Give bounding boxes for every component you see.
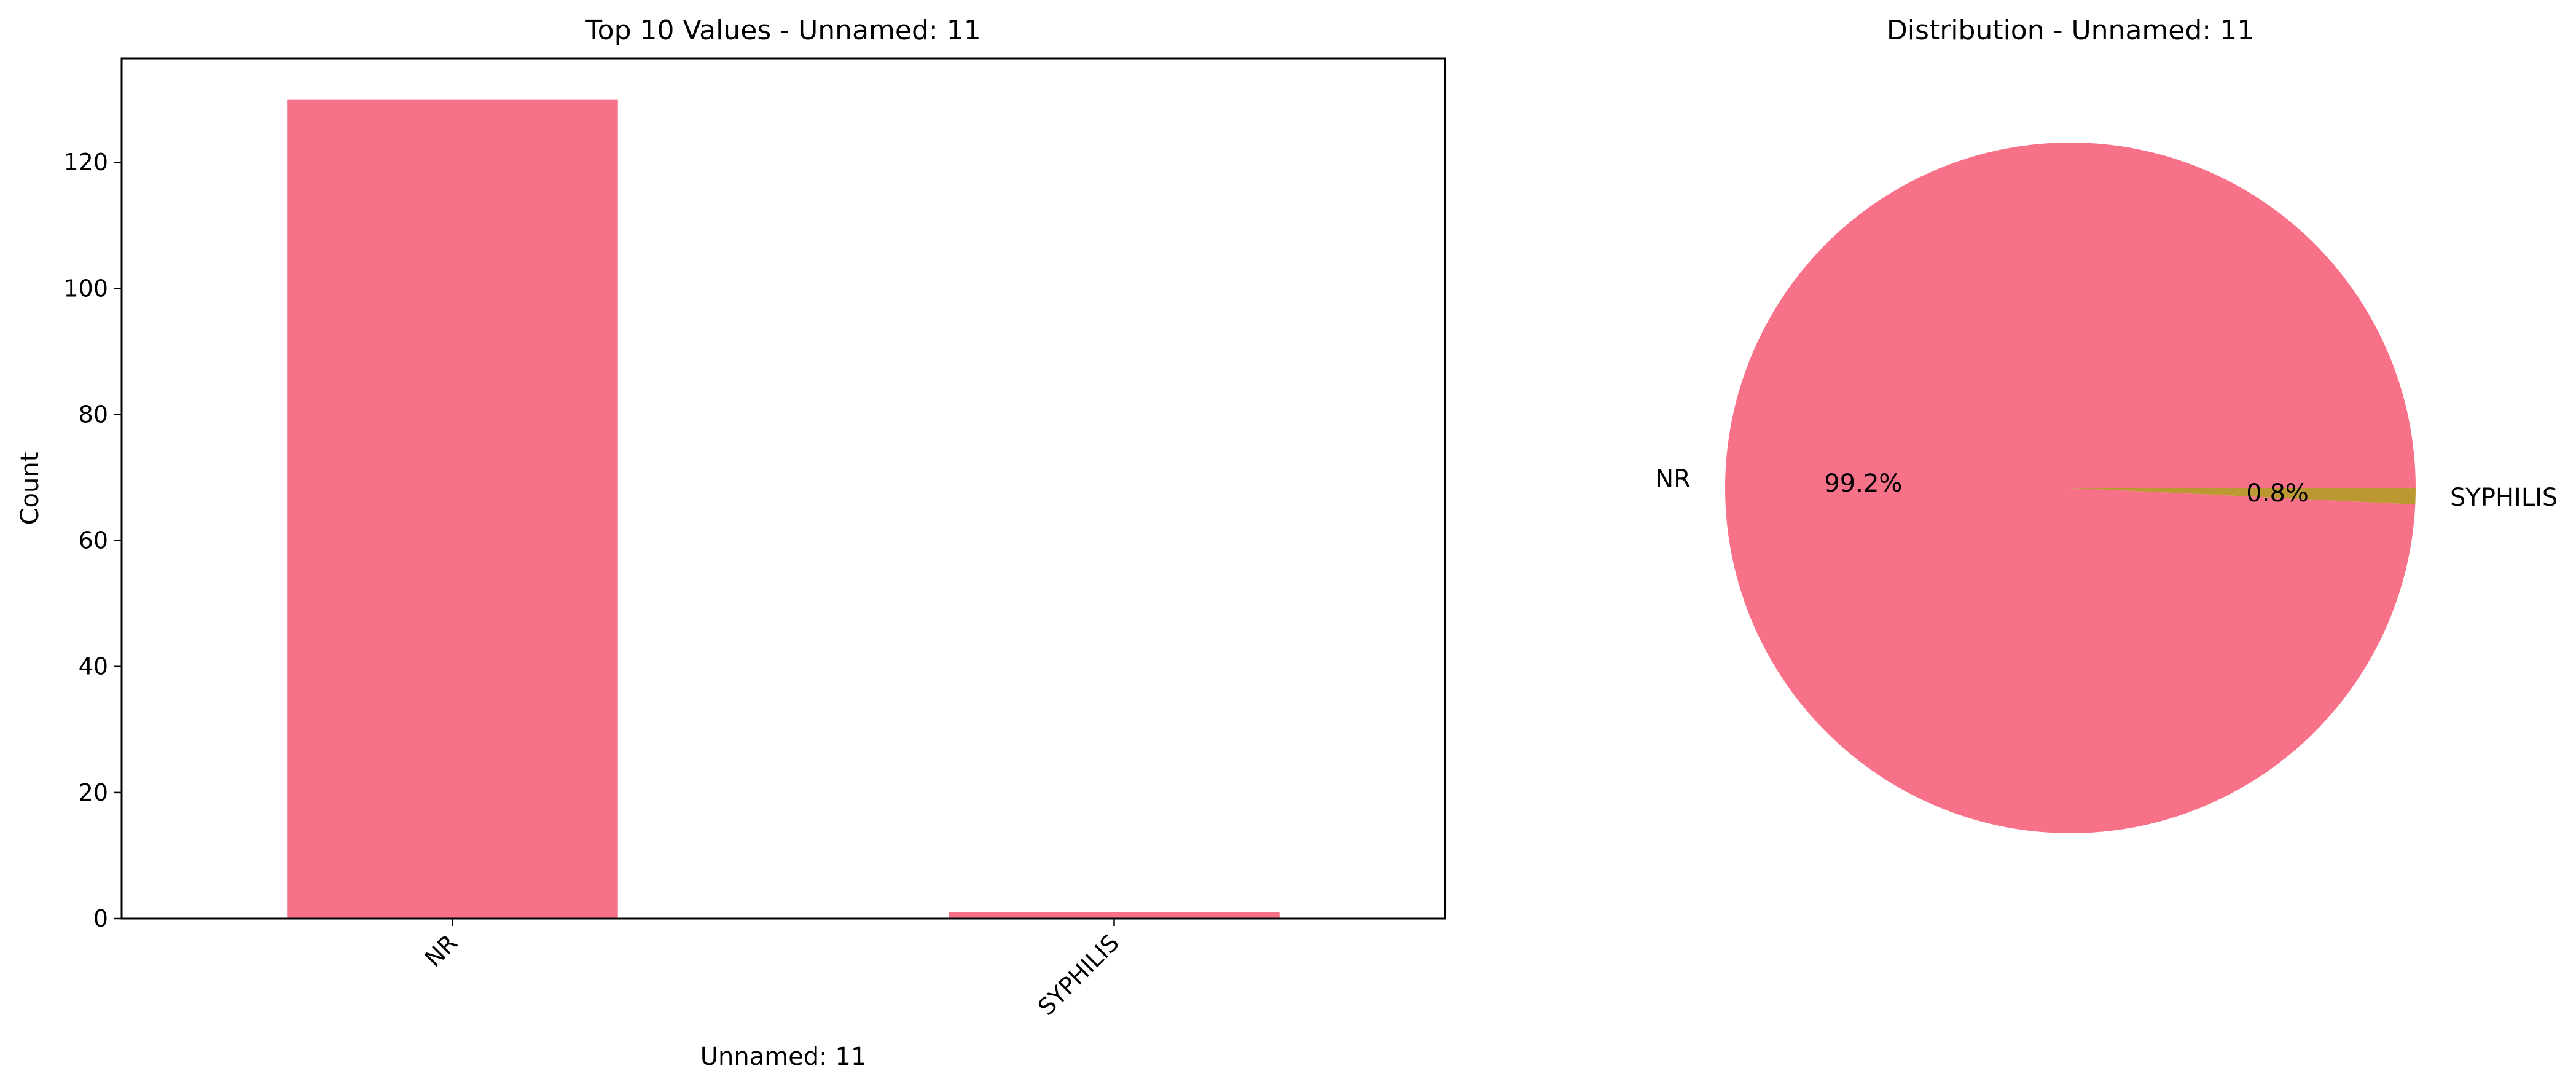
bar-plot-frame	[120, 57, 1446, 920]
y-tick-label: 0	[93, 905, 108, 932]
pie-slice-nr	[1725, 142, 2416, 833]
bar-series	[287, 99, 1280, 919]
bar-chart: Top 10 Values - Unnamed: 11 0 20 40 60 80 100…	[16, 15, 1446, 1071]
pie-percent-syphilis: 0.8%	[2246, 479, 2309, 508]
bar-syphilis	[949, 912, 1280, 919]
y-tick-label: 60	[79, 527, 108, 554]
x-tick-label: NR	[420, 929, 463, 972]
pie-label-syphilis: SYPHILIS	[2450, 484, 2558, 512]
pie-slices	[1725, 142, 2416, 833]
pie-label-nr: NR	[1655, 465, 1691, 493]
y-tick-label: 80	[79, 401, 108, 428]
bar-y-axis: 0 20 40 60 80 100 120	[63, 149, 122, 932]
pie-labels: NR 99.2% SYPHILIS 0.8%	[1655, 465, 2558, 512]
bar-chart-title: Top 10 Values - Unnamed: 11	[585, 15, 981, 46]
y-tick-label: 40	[79, 653, 108, 680]
bar-x-axis: NR SYPHILIS	[420, 919, 1124, 1021]
bar-y-axis-label: Count	[16, 452, 44, 525]
bar-nr	[287, 99, 618, 919]
pie-percent-nr: 99.2%	[1824, 469, 1902, 498]
y-tick-label: 100	[63, 275, 108, 302]
x-tick-label: SYPHILIS	[1033, 929, 1124, 1021]
pie-chart-title: Distribution - Unnamed: 11	[1887, 15, 2254, 46]
y-tick-label: 20	[79, 779, 108, 806]
pie-chart: Distribution - Unnamed: 11 NR 99.2% SYPHIL…	[1655, 15, 2558, 833]
pie-slice-syphilis	[2070, 488, 2416, 504]
bar-x-axis-label: Unnamed: 11	[700, 1043, 867, 1071]
y-tick-label: 120	[63, 149, 108, 176]
